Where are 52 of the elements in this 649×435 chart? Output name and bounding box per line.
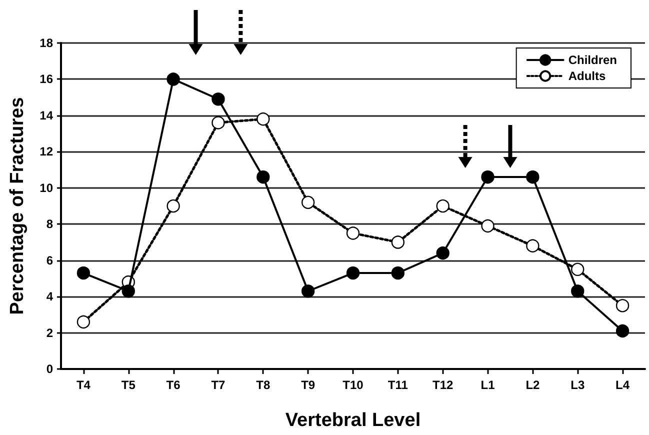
x-tick-label: T12 [432, 378, 454, 392]
y-tick-label: 16 [40, 72, 54, 86]
y-tick-label: 18 [40, 36, 54, 50]
point [616, 299, 630, 312]
y-tick-label: 2 [46, 326, 54, 340]
point [481, 170, 494, 184]
x-tick-label: T9 [301, 378, 316, 392]
point [346, 226, 360, 240]
point [571, 262, 584, 276]
point [571, 284, 584, 298]
point [212, 92, 225, 106]
point [481, 219, 494, 233]
x-tick-label: T11 [388, 378, 408, 392]
x-tick-label: T6 [166, 378, 181, 392]
point [346, 266, 360, 280]
y-tick-label: 0 [46, 362, 54, 376]
y-tick-label: 4 [46, 290, 54, 304]
point [166, 72, 180, 86]
point [256, 112, 270, 126]
point [391, 266, 405, 280]
x-tick-label: L4 [616, 378, 630, 392]
y-axis-title: Percentage of Fractures [7, 97, 28, 315]
x-tick-label: L2 [526, 378, 540, 392]
x-axis-title: Vertebral Level [285, 410, 421, 431]
x-tick-label: T8 [256, 378, 270, 392]
point [391, 236, 405, 249]
point [526, 239, 540, 252]
point [526, 170, 540, 184]
y-tick-label: 8 [46, 217, 54, 232]
x-tick-label: T5 [121, 378, 136, 392]
point [76, 266, 90, 280]
y-tick-label: 6 [46, 253, 54, 268]
x-tick-label: T4 [76, 378, 91, 392]
x-tick-label: T7 [211, 378, 226, 392]
point [256, 170, 270, 184]
point [166, 199, 180, 213]
point [301, 196, 315, 209]
point [301, 284, 315, 298]
point [436, 246, 450, 260]
x-tick-label: L1 [480, 378, 496, 392]
legend-label: Children [568, 53, 618, 67]
point [122, 284, 135, 298]
x-tick-label: T10 [342, 378, 364, 392]
point [436, 199, 450, 213]
point [616, 324, 630, 338]
y-tick-label: 14 [40, 108, 54, 122]
y-tick-label: 12 [40, 144, 54, 159]
point [212, 116, 225, 130]
x-tick-label: L3 [570, 378, 585, 392]
point [76, 315, 90, 329]
legend-label: Adults [568, 69, 606, 83]
y-tick-label: 10 [40, 180, 54, 195]
